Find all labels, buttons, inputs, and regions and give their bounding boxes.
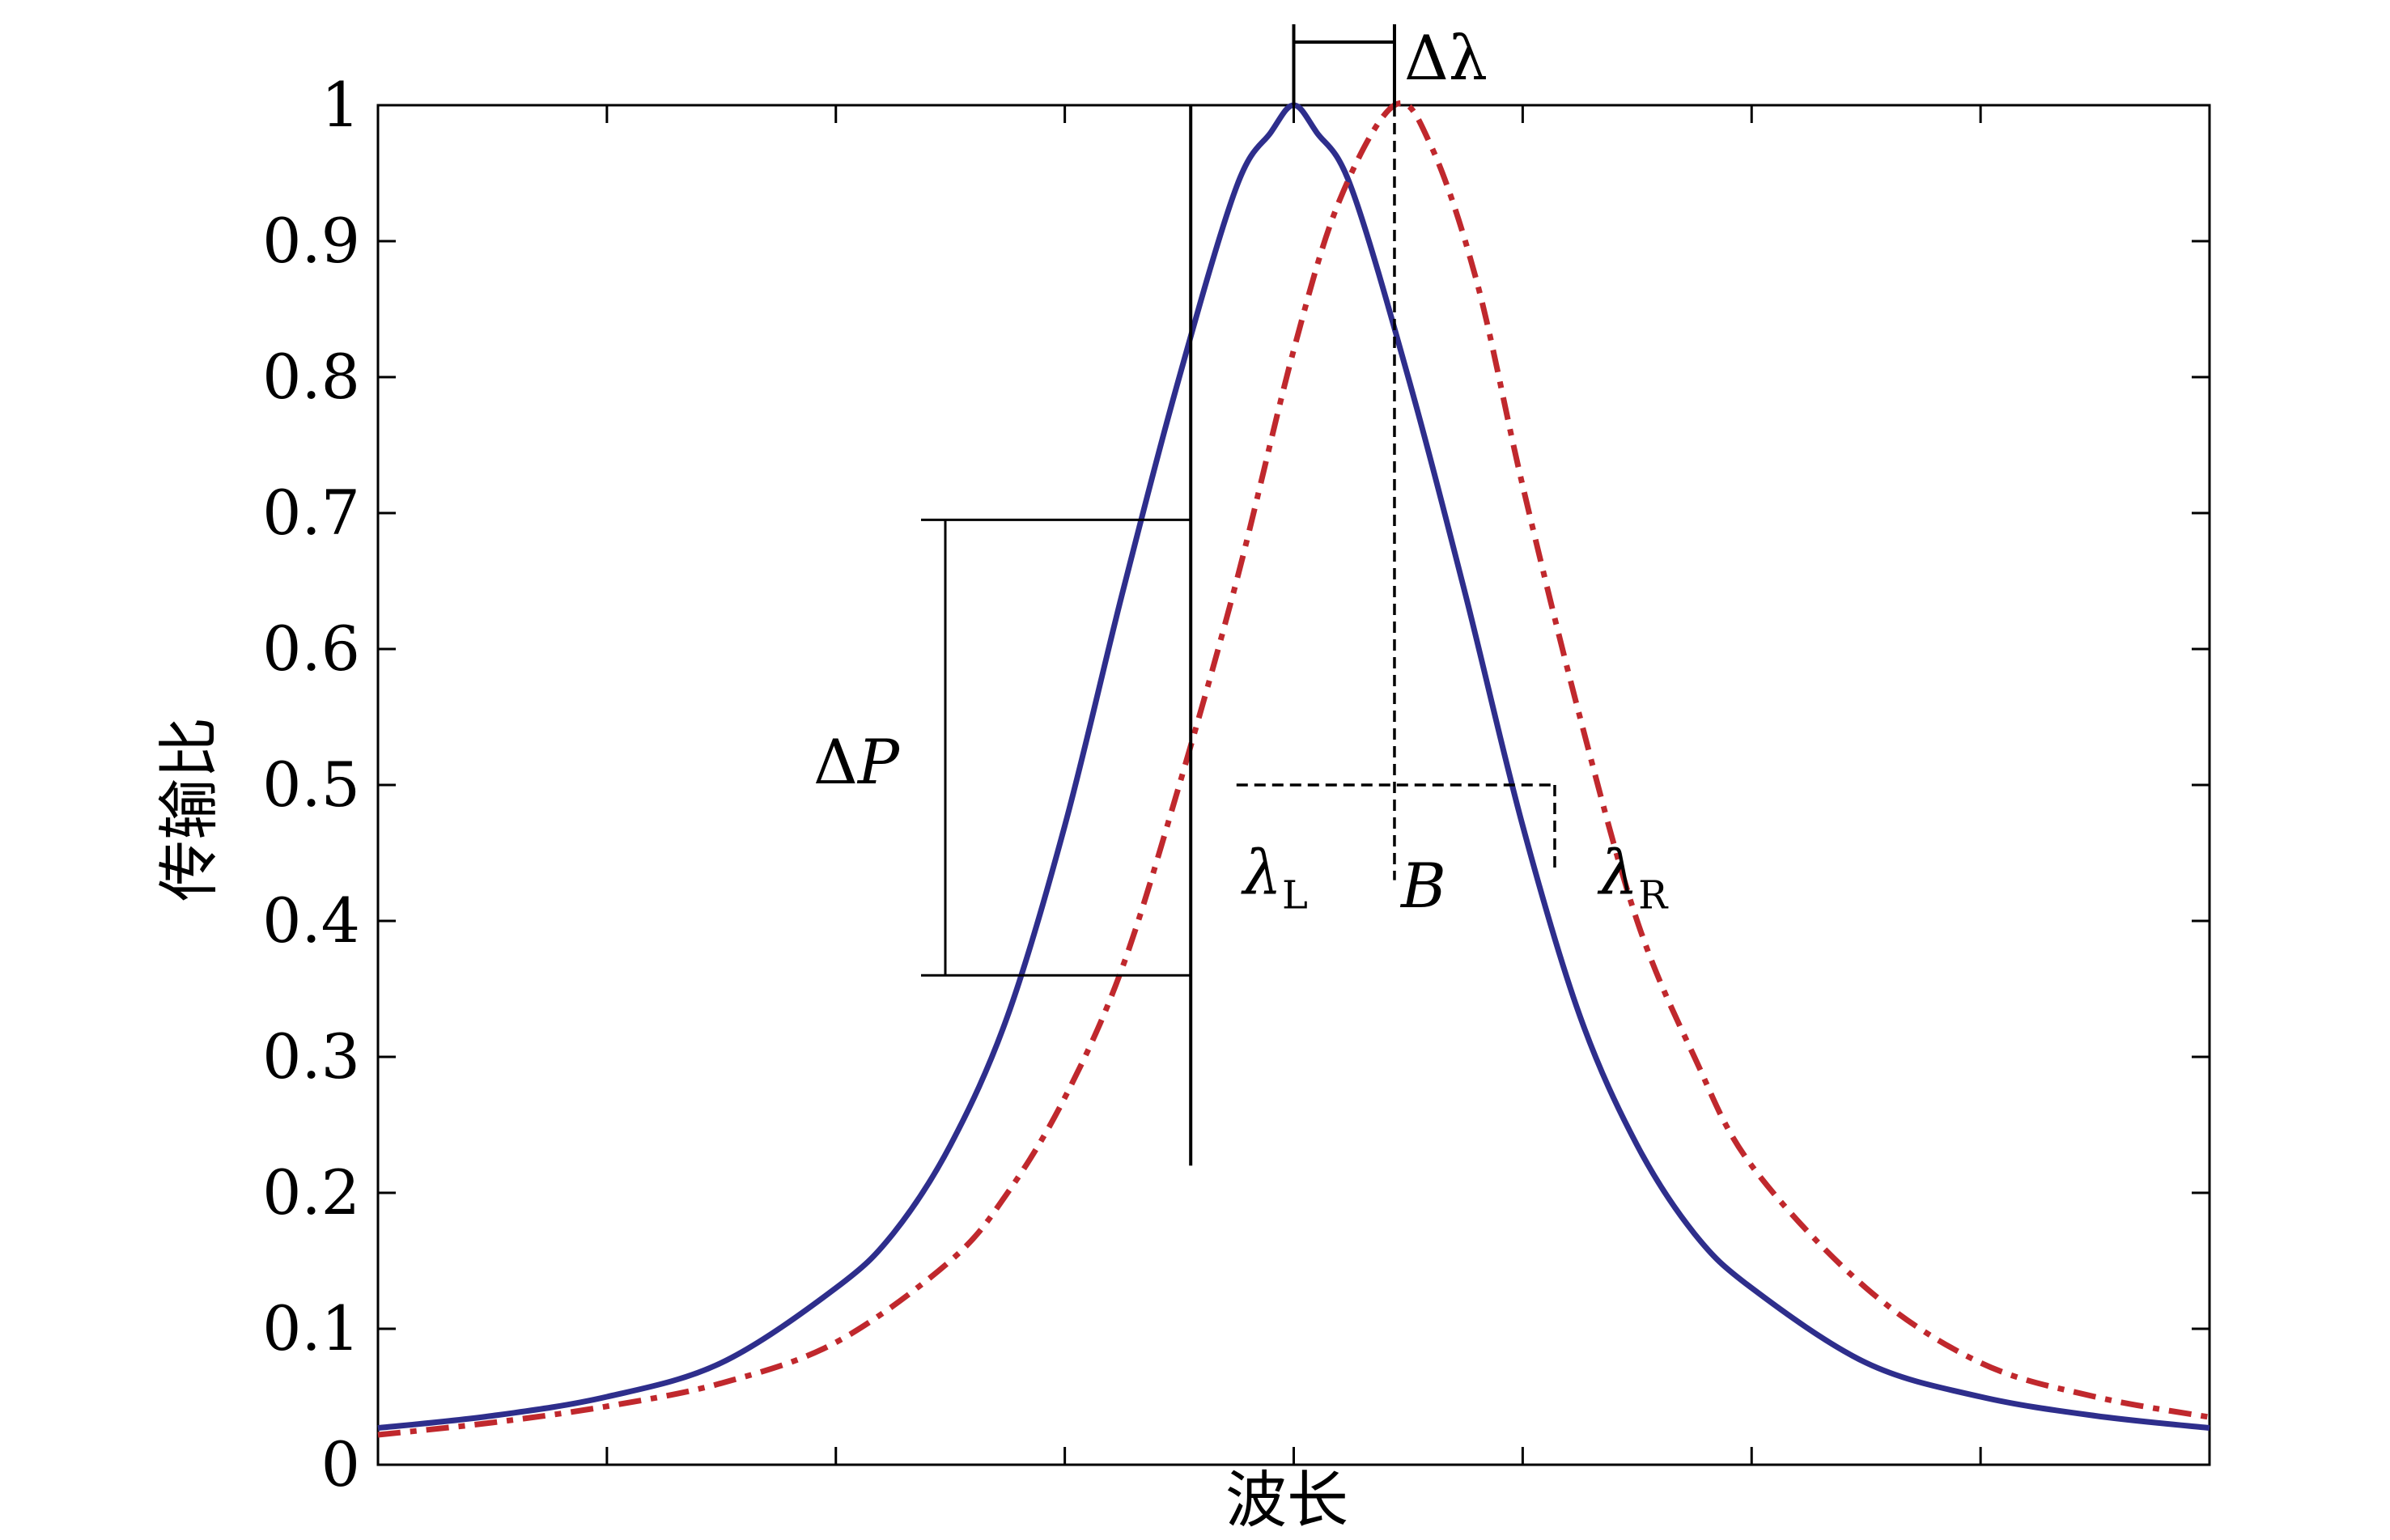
y-tick-label: 0.7	[262, 477, 360, 549]
y-tick-label: 0.3	[262, 1020, 360, 1092]
y-tick-label: 0.8	[262, 341, 360, 413]
y-tick-label: 1	[321, 69, 360, 141]
y-axis-label: 传输比	[153, 717, 225, 902]
series-layer	[377, 100, 2210, 1438]
annotation-layer: Δλ ΔP λL λR B	[813, 22, 1669, 1166]
delta-lambda-label: Δλ	[1404, 22, 1488, 94]
y-tick-label: 0.6	[262, 613, 360, 685]
lambda-r-label: λR	[1597, 836, 1669, 918]
delta-p-label: ΔP	[813, 726, 901, 798]
series-line-1	[377, 102, 2210, 1432]
y-tick-label: 0.1	[262, 1292, 360, 1364]
series-line-2	[377, 100, 2210, 1438]
y-tick-label: 0.2	[262, 1156, 360, 1228]
lambda-l-label: λL	[1241, 836, 1308, 918]
x-axis-label: 波长	[1225, 1464, 1348, 1536]
y-tick-label: 0.5	[262, 749, 360, 821]
y-tick-label: 0.4	[262, 885, 360, 957]
y-tick-label: 0.9	[262, 205, 360, 277]
y-tick-label: 0	[321, 1428, 360, 1500]
bandwidth-b-label: B	[1399, 850, 1446, 922]
tick-layer: 0 0.1 0.2 0.3 0.4 0.5 0.6 0.7 0.8 0.9 1	[262, 69, 2210, 1500]
